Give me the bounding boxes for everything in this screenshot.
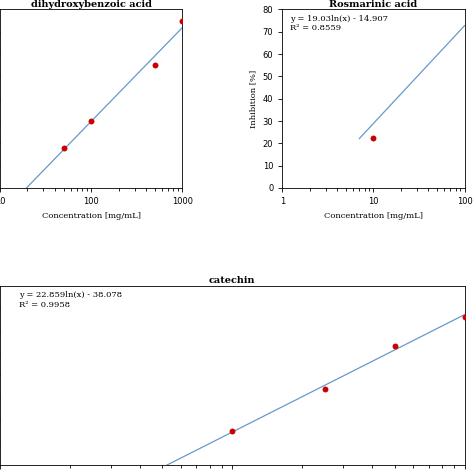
Text: y = 19.03ln(x) - 14.907
R² = 0.8559: y = 19.03ln(x) - 14.907 R² = 0.8559	[290, 15, 388, 32]
Point	[87, 117, 95, 125]
Title: Rosmarinic acid: Rosmarinic acid	[329, 0, 418, 9]
Point	[228, 427, 236, 435]
Title: dihydroxybenzoic acid: dihydroxybenzoic acid	[31, 0, 152, 9]
Y-axis label: Inhibition [%]: Inhibition [%]	[249, 70, 257, 128]
Point	[151, 62, 158, 69]
Point	[370, 134, 377, 142]
X-axis label: Concentration [mg/mL]: Concentration [mg/mL]	[324, 211, 423, 219]
Text: y = 22.859ln(x) - 38.078
R² = 0.9958: y = 22.859ln(x) - 38.078 R² = 0.9958	[18, 292, 122, 309]
Point	[321, 385, 328, 392]
Point	[391, 343, 398, 350]
Point	[461, 313, 468, 321]
Title: catechin: catechin	[209, 276, 255, 285]
Point	[60, 144, 67, 152]
Point	[178, 17, 186, 25]
X-axis label: Concentration [mg/mL]: Concentration [mg/mL]	[42, 211, 141, 219]
